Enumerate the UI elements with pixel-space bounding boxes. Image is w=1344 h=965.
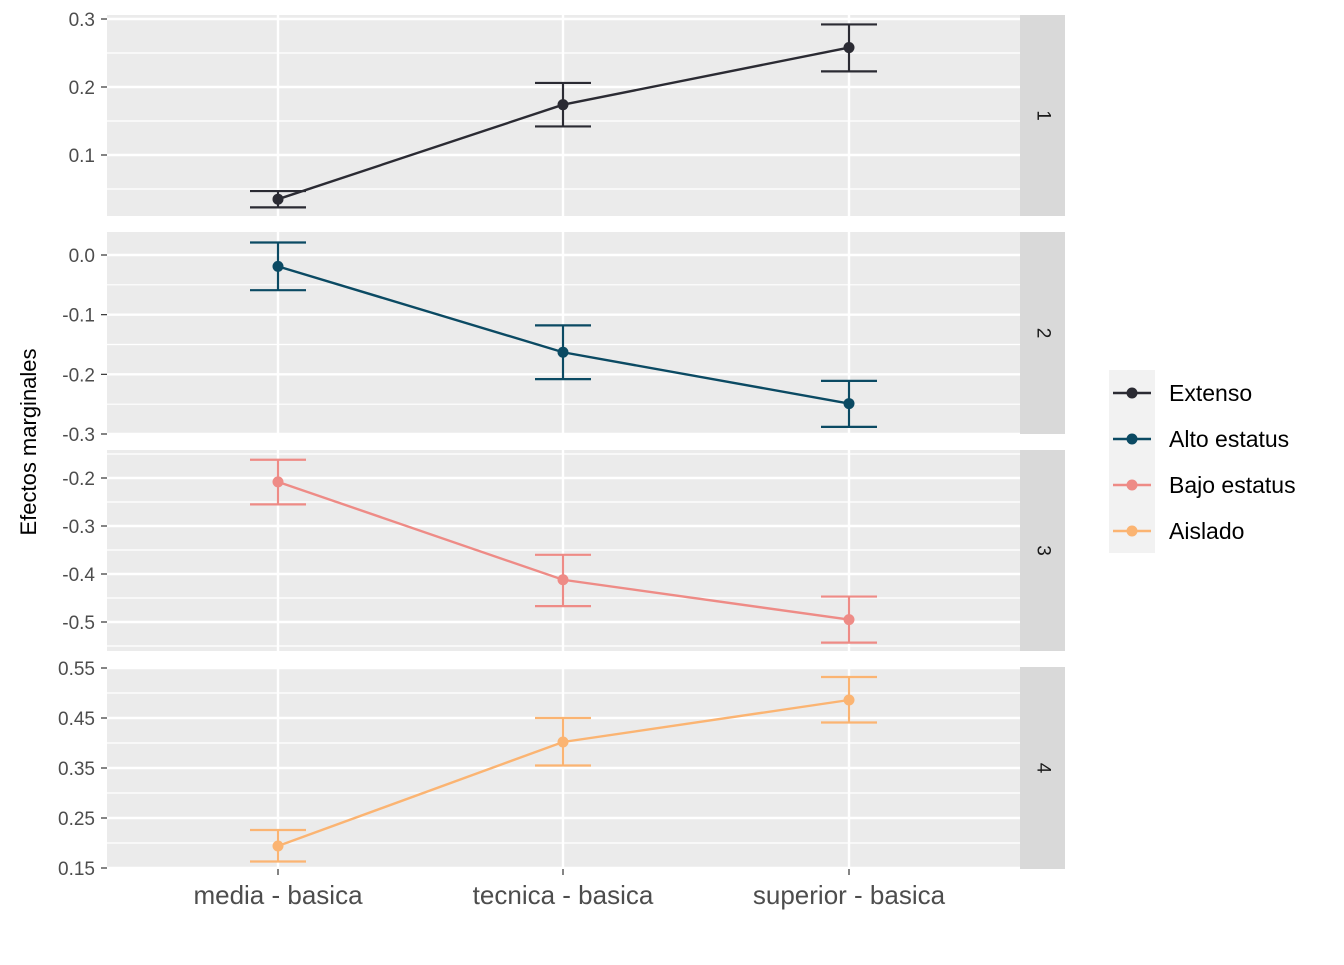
legend-item: Extenso bbox=[1113, 380, 1252, 406]
y-tick-label: -0.1 bbox=[62, 306, 95, 327]
y-tick-label: 0.45 bbox=[58, 709, 95, 730]
data-point bbox=[843, 398, 855, 410]
data-point bbox=[272, 840, 284, 852]
facet-strip-label: 1 bbox=[1032, 110, 1053, 121]
legend-key-point bbox=[1126, 525, 1138, 537]
facet-strip bbox=[1020, 15, 1065, 216]
facet-panel-1: 0.1 0.2 0.3 1 bbox=[69, 10, 1065, 216]
facet-strip bbox=[1020, 667, 1065, 869]
y-tick-label: 0.25 bbox=[58, 809, 95, 830]
data-point bbox=[843, 694, 855, 706]
y-tick-label: -0.3 bbox=[62, 517, 95, 538]
facet-strip-label: 2 bbox=[1032, 328, 1053, 339]
y-tick-label: -0.4 bbox=[62, 565, 95, 586]
legend-item: Bajo estatus bbox=[1113, 472, 1296, 498]
facet-panel-4: 0.15 0.25 0.35 0.45 0.55 4 bbox=[58, 659, 1065, 880]
legend-label: Aislado bbox=[1169, 518, 1244, 544]
y-tick-label: 0.35 bbox=[58, 759, 95, 780]
y-tick-label: -0.3 bbox=[62, 425, 95, 446]
data-point bbox=[272, 260, 284, 272]
legend-key-background bbox=[1109, 370, 1155, 553]
legend-key-point bbox=[1126, 433, 1138, 445]
data-point bbox=[557, 99, 569, 111]
panels-layer: 0.10.20.310.0-0.1-0.2-0.32-0.2-0.3-0.4-0… bbox=[58, 10, 1065, 880]
data-point bbox=[272, 193, 284, 205]
data-point bbox=[557, 574, 569, 586]
legend-label: Alto estatus bbox=[1169, 426, 1289, 452]
data-point bbox=[272, 476, 284, 488]
data-point bbox=[557, 346, 569, 358]
facet-strip-label: 4 bbox=[1032, 763, 1053, 774]
legend-item: Aislado bbox=[1113, 518, 1244, 544]
facet-panel-2: 0.0 -0.1 -0.2 -0.3 2 bbox=[62, 232, 1065, 446]
x-tick-label: media - basica bbox=[193, 880, 363, 910]
y-tick-label: -0.2 bbox=[62, 469, 95, 490]
data-point bbox=[843, 42, 855, 54]
facet-panel-3: -0.2 -0.3 -0.4 -0.5 3 bbox=[62, 450, 1065, 651]
data-point bbox=[843, 614, 855, 626]
data-point bbox=[557, 736, 569, 748]
y-tick-label: 0.2 bbox=[69, 78, 95, 99]
y-tick-label: 0.55 bbox=[58, 659, 95, 680]
legend-item: Alto estatus bbox=[1113, 426, 1289, 452]
facet-strip bbox=[1020, 232, 1065, 434]
facet-strip bbox=[1020, 450, 1065, 651]
x-axis: media - basica tecnica - basica superior -… bbox=[193, 869, 946, 910]
legend-key-point bbox=[1126, 387, 1138, 399]
y-tick-label: -0.2 bbox=[62, 365, 95, 386]
facet-strip-label: 3 bbox=[1032, 545, 1053, 556]
y-tick-label: 0.15 bbox=[58, 859, 95, 880]
legend: Extenso Alto estatus Bajo estatus Aislado bbox=[1109, 370, 1296, 553]
x-tick-label: tecnica - basica bbox=[473, 880, 654, 910]
y-axis-title: Efectos marginales bbox=[16, 348, 41, 535]
y-tick-label: 0.1 bbox=[69, 146, 95, 167]
x-tick-label: superior - basica bbox=[753, 880, 946, 910]
legend-label: Extenso bbox=[1169, 380, 1252, 406]
y-tick-label: 0.3 bbox=[69, 10, 95, 31]
y-tick-label: 0.0 bbox=[69, 246, 95, 267]
legend-key-point bbox=[1126, 479, 1138, 491]
y-tick-label: -0.5 bbox=[62, 613, 95, 634]
legend-label: Bajo estatus bbox=[1169, 472, 1296, 498]
